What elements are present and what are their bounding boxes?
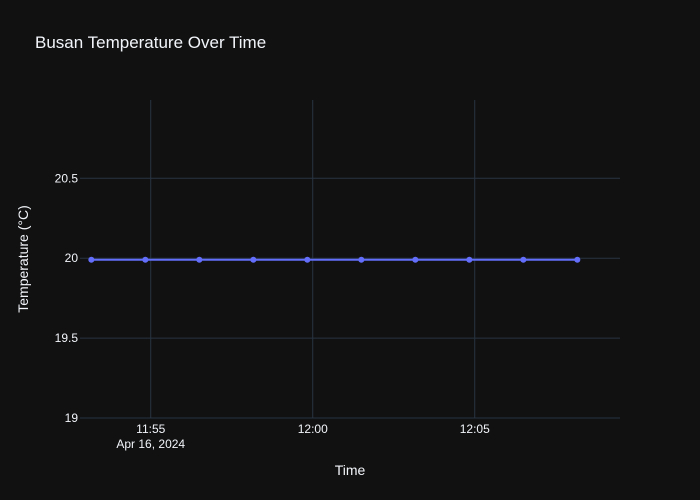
x-tick-label: 12:00	[298, 422, 328, 436]
data-point	[250, 256, 257, 263]
chart-title: Busan Temperature Over Time	[35, 33, 267, 52]
data-point	[358, 256, 365, 263]
data-point	[574, 256, 581, 263]
x-tick-label: 12:05	[460, 422, 490, 436]
y-tick-label: 19	[65, 411, 79, 425]
y-tick-label: 20	[65, 251, 79, 265]
data-point	[466, 256, 473, 263]
data-point	[196, 256, 203, 263]
series-layer	[88, 256, 581, 263]
data-point	[520, 256, 527, 263]
x-axis-title: Time	[335, 462, 366, 478]
y-tick-label: 20.5	[55, 171, 79, 185]
x-tick-label: 11:55	[136, 422, 165, 436]
data-point	[88, 256, 95, 263]
data-point	[304, 256, 311, 263]
data-point	[142, 256, 149, 263]
y-tick-label: 19.5	[55, 331, 79, 345]
data-point	[412, 256, 419, 263]
x-tick-date-label: Apr 16, 2024	[116, 437, 185, 451]
y-axis-title: Temperature (°C)	[15, 205, 31, 313]
